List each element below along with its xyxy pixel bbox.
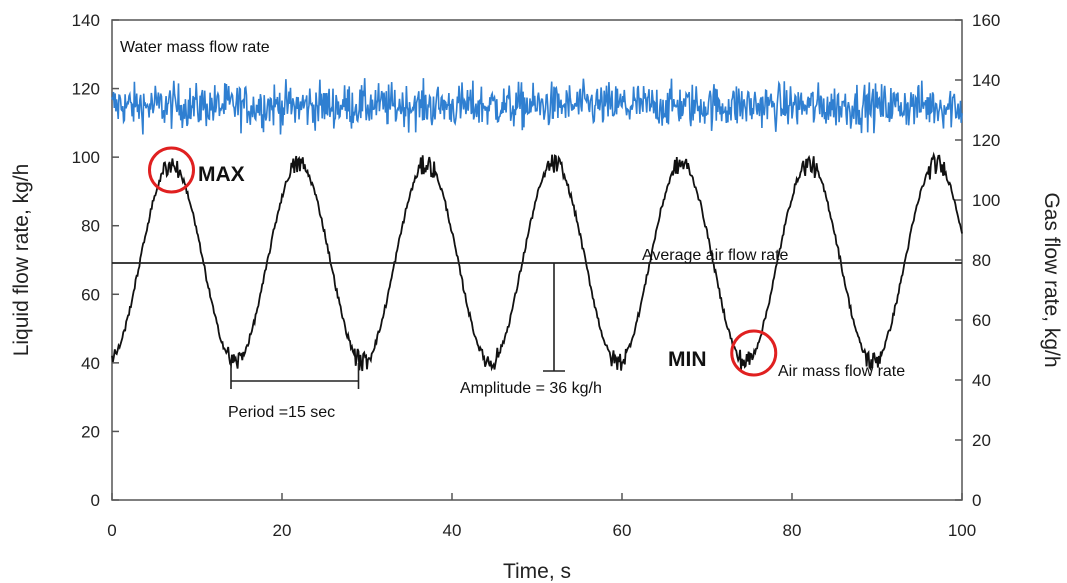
annotation-amplitude: Amplitude = 36 kg/h xyxy=(460,380,602,397)
y-right-tick-label: 100 xyxy=(972,191,1000,210)
y-axis-left-title: Liquid flow rate, kg/h xyxy=(10,164,33,357)
x-axis-title: Time, s xyxy=(503,560,571,583)
series-water-line xyxy=(111,78,963,135)
y-right-tick-label: 40 xyxy=(972,371,991,390)
x-tick-label: 100 xyxy=(948,521,976,540)
min-circle xyxy=(730,329,778,377)
y-left-tick-label: 0 xyxy=(91,491,100,510)
annotation-average-label: Average air flow rate xyxy=(642,247,789,264)
y-left-tick-label: 60 xyxy=(81,285,100,304)
y-left-tick-label: 20 xyxy=(81,422,100,441)
annotation-water-label: Water mass flow rate xyxy=(120,39,270,56)
x-tick-label: 60 xyxy=(613,521,632,540)
y-right-tick-label: 60 xyxy=(972,311,991,330)
reference-layer xyxy=(112,146,962,389)
y-left-tick-label: 80 xyxy=(81,217,100,236)
y-left-tick-label: 100 xyxy=(72,148,100,167)
y-right-tick-label: 0 xyxy=(972,491,981,510)
x-tick-label: 80 xyxy=(783,521,802,540)
left-axis-ticks: 0 20 40 60 80 100 120 140 xyxy=(72,11,119,510)
x-tick-label: 20 xyxy=(273,521,292,540)
right-axis-ticks: 0 20 40 60 80 100 120 140 160 xyxy=(955,11,1000,510)
y-left-tick-label: 140 xyxy=(72,11,100,30)
annotation-air-label: Air mass flow rate xyxy=(778,363,905,380)
y-right-tick-label: 140 xyxy=(972,71,1000,90)
x-tick-label: 0 xyxy=(107,521,116,540)
y-right-tick-label: 80 xyxy=(972,251,991,270)
annotation-min: MIN xyxy=(668,348,707,371)
y-right-tick-label: 160 xyxy=(972,11,1000,30)
x-axis-ticks: 0 20 40 60 80 100 xyxy=(107,493,976,540)
y-right-tick-label: 20 xyxy=(972,431,991,450)
y-left-tick-label: 120 xyxy=(72,80,100,99)
x-tick-label: 40 xyxy=(443,521,462,540)
y-left-tick-label: 40 xyxy=(81,354,100,373)
series-layer xyxy=(111,78,963,372)
annotation-period: Period =15 sec xyxy=(228,404,335,421)
y-axis-right-title: Gas flow rate, kg/h xyxy=(1040,192,1063,367)
max-circle xyxy=(148,146,195,194)
y-right-tick-label: 120 xyxy=(972,131,1000,150)
annotation-max: MAX xyxy=(198,163,245,186)
series-air-line xyxy=(111,151,963,372)
